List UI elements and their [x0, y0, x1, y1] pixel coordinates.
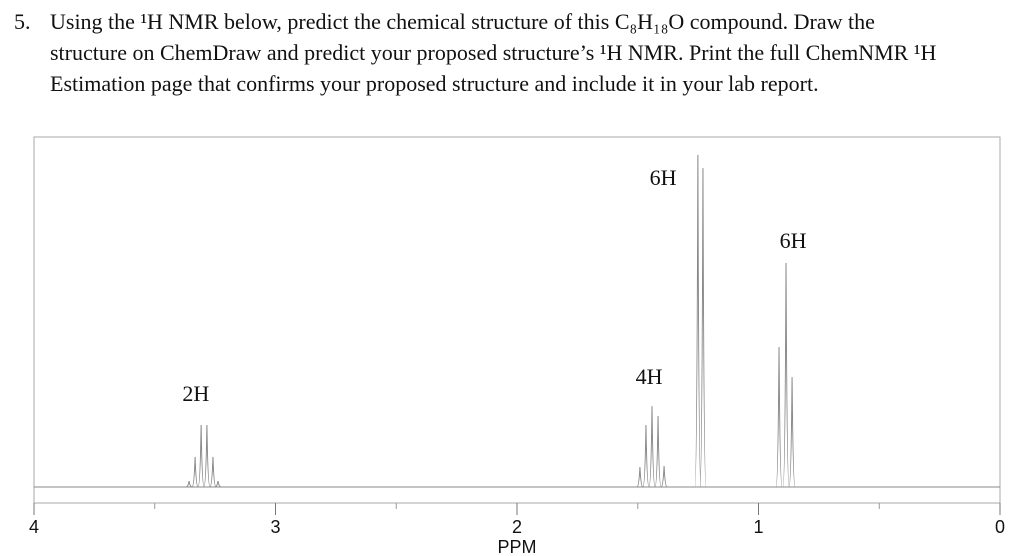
peak — [214, 480, 222, 488]
plot-frame — [33, 136, 1001, 504]
peak — [694, 154, 702, 488]
peak — [191, 456, 199, 488]
peak — [782, 262, 790, 488]
x-tick-label: 0 — [995, 517, 1005, 537]
integration-label: 6H — [650, 165, 677, 190]
integration-label: 2H — [182, 381, 209, 406]
peak — [699, 168, 707, 488]
peak — [185, 480, 193, 488]
peak — [654, 415, 662, 488]
peak — [648, 406, 656, 488]
question-number: 5. — [14, 9, 31, 34]
integration-label: 6H — [780, 228, 807, 253]
peak — [660, 465, 668, 488]
peak — [788, 377, 796, 488]
peak — [642, 425, 650, 488]
x-axis-label: PPM — [497, 537, 536, 556]
integration-label: 4H — [636, 364, 663, 389]
peak — [775, 346, 783, 488]
question-line: Estimation page that confirms your propo… — [50, 71, 819, 96]
x-tick-label: 3 — [270, 517, 280, 537]
question-line: structure on ChemDraw and predict your p… — [50, 40, 936, 65]
peak — [197, 425, 205, 488]
peak — [636, 467, 644, 488]
question-line: Using the ¹H NMR below, predict the chem… — [50, 9, 875, 34]
peak — [209, 456, 217, 488]
peak — [203, 425, 211, 488]
x-tick-label: 1 — [753, 517, 763, 537]
x-tick-label: 2 — [512, 517, 522, 537]
x-tick-label: 4 — [29, 517, 39, 537]
